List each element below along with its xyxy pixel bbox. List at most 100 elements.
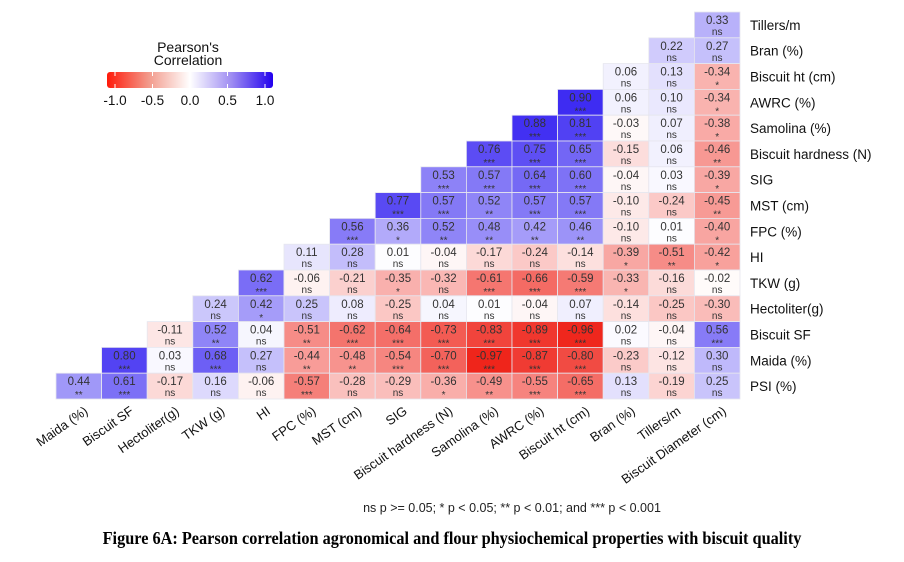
cell-fill <box>465 140 513 168</box>
cell-significance: *** <box>119 364 131 375</box>
cell-significance: *** <box>575 210 587 221</box>
cell-significance: ns <box>666 285 677 296</box>
heatmap-cell: 0.52 ** <box>192 321 239 350</box>
cell-value: 0.46 <box>569 221 591 233</box>
heatmap-cell: 0.57 *** <box>465 166 513 195</box>
y-axis-label: Biscuit SF <box>750 328 811 343</box>
cell-significance: *** <box>347 235 359 246</box>
heatmap-cell: -0.33 * <box>602 269 650 298</box>
cell-significance: *** <box>483 287 495 298</box>
cell-value: -0.73 <box>430 325 456 337</box>
cell-significance: ns <box>666 53 677 64</box>
cell-significance: ns <box>621 337 632 348</box>
cell-significance: ns <box>347 285 358 296</box>
cell-fill <box>283 243 330 271</box>
legend-tick-label: -1.0 <box>103 93 126 108</box>
cell-fill <box>465 295 513 322</box>
cell-fill <box>557 140 604 168</box>
cell-value: 0.53 <box>432 170 454 182</box>
cell-significance: ns <box>165 388 176 399</box>
cell-significance: ns <box>621 104 632 115</box>
cell-significance: * <box>715 132 719 143</box>
cell-value: -0.62 <box>339 325 365 337</box>
cell-value: 0.01 <box>478 299 500 311</box>
cell-significance: ns <box>210 311 221 322</box>
cell-value: 0.52 <box>204 325 226 337</box>
cell-significance: *** <box>529 390 541 401</box>
legend-title-line2: Correlation <box>154 52 222 68</box>
x-axis-label: MST (cm) <box>309 403 364 448</box>
cell-fill <box>694 114 741 142</box>
cell-value: 0.90 <box>569 92 591 104</box>
y-axis-label: SIG <box>750 173 773 188</box>
cell-value: -0.03 <box>613 118 639 130</box>
cell-significance: ns <box>621 388 632 399</box>
cell-value: -0.33 <box>613 273 639 285</box>
legend-colorbar <box>107 72 273 88</box>
heatmap-cell: -0.34 * <box>694 63 741 92</box>
correlation-heatmap: Pearson's Correlation -1.0 -0.5 0.0 0.5 1.0 … <box>33 11 872 487</box>
cell-significance: ns <box>302 259 313 270</box>
cell-fill <box>192 346 239 374</box>
cell-significance: ns <box>575 311 586 322</box>
legend-tick-label: -0.5 <box>141 93 164 108</box>
heatmap-cell: -0.39 * <box>602 243 650 272</box>
cell-fill <box>602 89 650 116</box>
cell-significance: * <box>715 235 719 246</box>
cell-value: -0.04 <box>522 299 549 311</box>
cell-significance: *** <box>255 287 267 298</box>
cell-fill <box>648 372 695 400</box>
y-axis-label: Hectoliter(g) <box>750 302 824 317</box>
cell-value: 0.13 <box>660 67 682 79</box>
cell-significance: * <box>259 313 263 324</box>
cell-value: 0.30 <box>706 350 728 362</box>
cell-fill <box>511 217 558 245</box>
x-axis-label: TKW (g) <box>179 403 227 443</box>
cell-fill <box>694 295 741 322</box>
cell-fill <box>602 217 650 245</box>
cell-value: -0.17 <box>157 376 183 388</box>
cell-value: 0.44 <box>68 376 91 388</box>
y-axis-label: HI <box>750 250 764 265</box>
cell-significance: *** <box>483 158 495 169</box>
cell-fill <box>329 243 376 271</box>
cell-value: 0.08 <box>341 299 363 311</box>
cell-significance: * <box>715 184 719 195</box>
cell-value: -0.44 <box>294 350 321 362</box>
heatmap-cell: 0.48 ** <box>465 217 513 246</box>
heatmap-cell: 0.44 ** <box>55 372 102 401</box>
heatmap-cell: 0.90 *** <box>557 89 604 117</box>
cell-fill <box>557 346 604 374</box>
cell-value: 0.06 <box>660 144 682 156</box>
cell-significance: ** <box>485 235 493 246</box>
heatmap-cell: -0.59 *** <box>557 269 604 298</box>
cell-fill <box>602 372 650 400</box>
cell-significance: *** <box>483 364 495 375</box>
cell-value: -0.57 <box>294 376 320 388</box>
heatmap-cell: -0.35 * <box>374 269 422 298</box>
cell-significance: ns <box>712 388 723 399</box>
heatmap-cell: -0.89 *** <box>511 321 558 350</box>
cell-fill <box>694 321 741 348</box>
cell-significance: *** <box>575 158 587 169</box>
cell-value: -0.49 <box>476 376 502 388</box>
cell-significance: * <box>624 261 628 272</box>
cell-value: -0.02 <box>704 273 730 285</box>
cell-value: 0.22 <box>660 41 682 53</box>
heatmap-cell: -0.83 *** <box>465 321 513 350</box>
